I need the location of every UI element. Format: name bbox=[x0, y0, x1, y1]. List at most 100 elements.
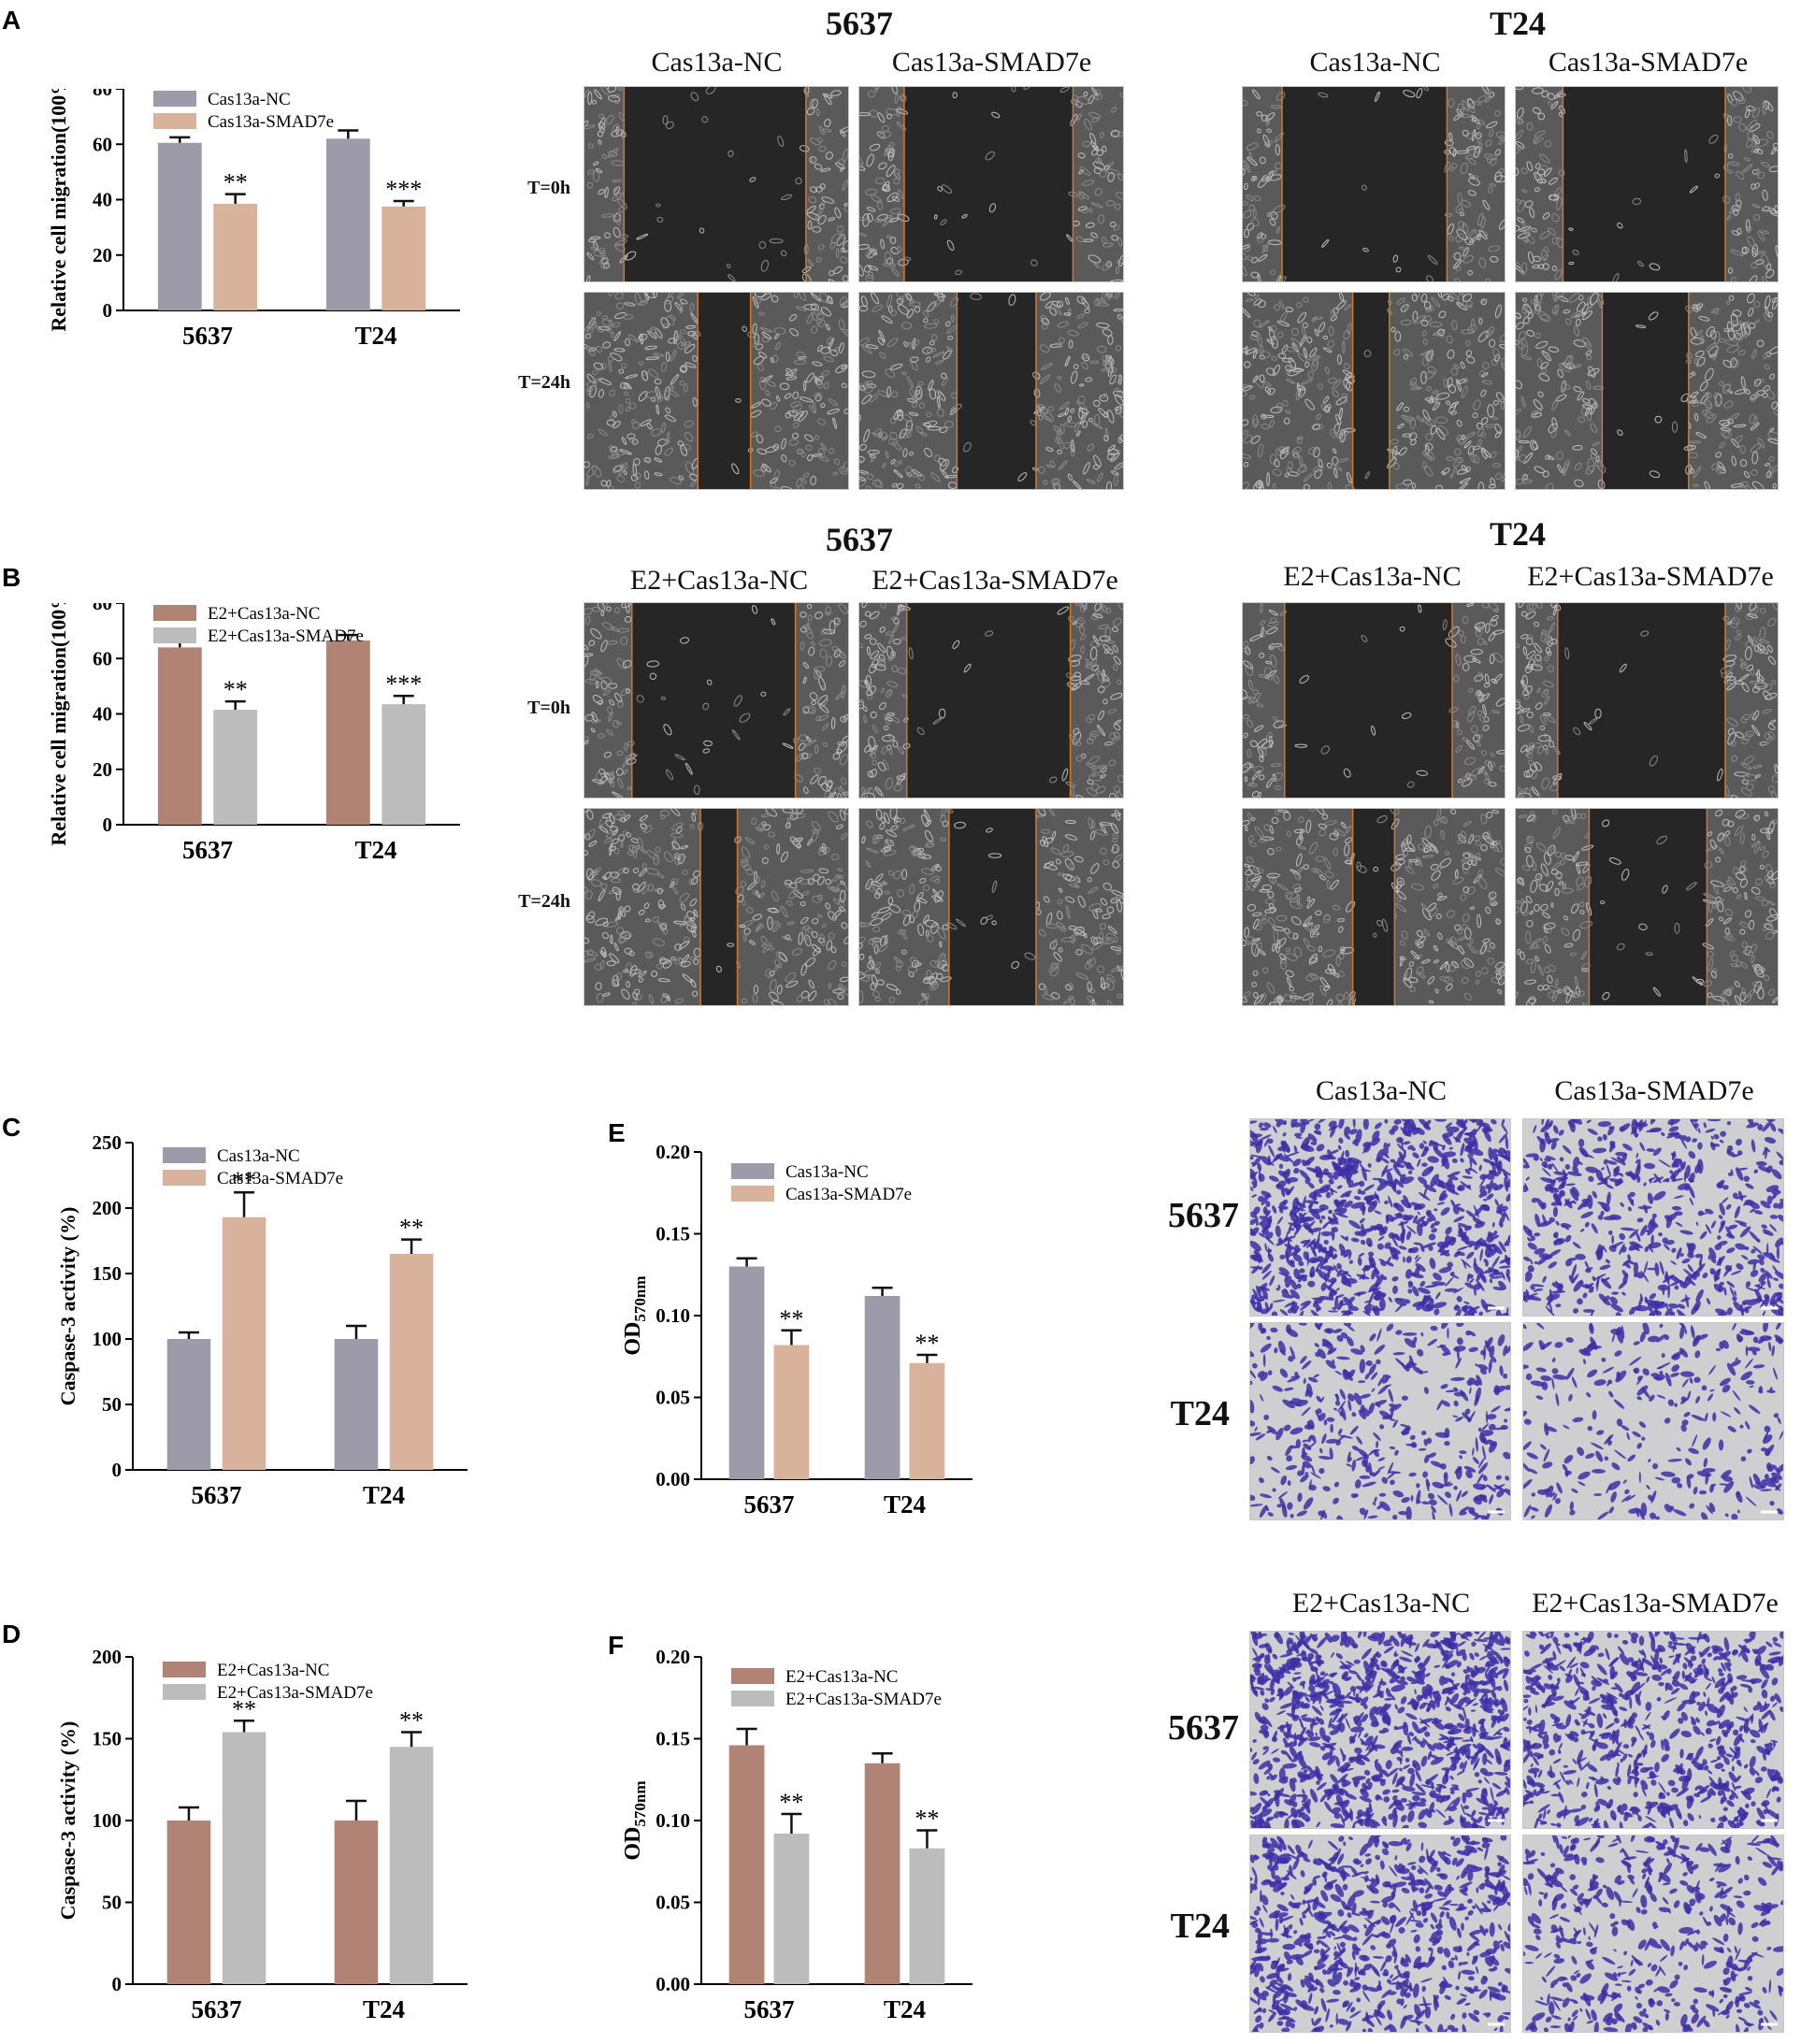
y-axis-label: Caspase-3 activity (%) bbox=[56, 1721, 79, 1921]
cell bbox=[1250, 435, 1261, 444]
cell bbox=[1258, 300, 1266, 309]
cell bbox=[1432, 389, 1439, 395]
scratch-gap bbox=[1282, 87, 1448, 281]
cell bbox=[805, 957, 815, 968]
cell bbox=[692, 355, 698, 362]
cell bbox=[1087, 981, 1092, 992]
stained-cell bbox=[1338, 1119, 1345, 1130]
cell bbox=[1767, 900, 1776, 906]
stained-cell bbox=[1359, 1273, 1366, 1280]
cell bbox=[1461, 200, 1471, 208]
cell bbox=[1076, 616, 1086, 626]
cell bbox=[1070, 113, 1078, 126]
cell bbox=[1258, 791, 1261, 798]
cell bbox=[1467, 98, 1475, 109]
cell bbox=[1523, 693, 1530, 700]
cell bbox=[749, 177, 756, 182]
cell bbox=[1423, 928, 1430, 937]
cell bbox=[1726, 215, 1732, 221]
cell bbox=[1090, 232, 1099, 238]
cell bbox=[1741, 986, 1747, 998]
cell bbox=[1395, 266, 1402, 273]
cell bbox=[1249, 334, 1260, 340]
legend-label: Cas13a-NC bbox=[217, 1146, 300, 1166]
cell bbox=[859, 166, 866, 171]
cell bbox=[1094, 413, 1101, 426]
cell bbox=[1501, 357, 1505, 370]
cell bbox=[1269, 420, 1275, 428]
cell bbox=[1423, 301, 1432, 310]
stained-cell bbox=[1434, 1220, 1440, 1226]
cell bbox=[1053, 478, 1060, 486]
cell bbox=[1483, 640, 1488, 645]
cell bbox=[1445, 961, 1450, 972]
cell bbox=[1517, 877, 1524, 885]
cell bbox=[1485, 139, 1492, 147]
cell bbox=[1110, 692, 1123, 700]
cell bbox=[1757, 986, 1765, 1000]
cell bbox=[1458, 945, 1465, 955]
stained-cell bbox=[1376, 1180, 1389, 1191]
cell bbox=[618, 463, 625, 476]
stained-cell bbox=[1438, 1266, 1452, 1274]
stained-cell bbox=[1261, 1192, 1271, 1206]
cell bbox=[926, 934, 934, 943]
cell bbox=[1444, 851, 1450, 856]
cell bbox=[1692, 396, 1697, 403]
cell bbox=[1477, 869, 1483, 878]
significance-label: ** bbox=[915, 1330, 939, 1357]
stained-cell bbox=[1307, 1208, 1318, 1213]
stained-cell bbox=[1277, 1237, 1283, 1244]
cell bbox=[1333, 830, 1339, 837]
cell bbox=[670, 822, 684, 831]
cell bbox=[889, 141, 895, 147]
cell bbox=[1008, 294, 1016, 307]
stained-cell bbox=[1322, 1265, 1335, 1272]
cell bbox=[788, 439, 800, 446]
cell bbox=[937, 927, 946, 940]
cell bbox=[1733, 116, 1742, 123]
stained-cell bbox=[1490, 1275, 1504, 1279]
cell bbox=[809, 155, 817, 164]
cell bbox=[624, 615, 632, 623]
y-tick-label: 150 bbox=[93, 1728, 122, 1750]
cell bbox=[1437, 328, 1445, 337]
cell bbox=[1518, 603, 1524, 609]
cell bbox=[867, 693, 873, 700]
cell bbox=[841, 922, 848, 929]
cell bbox=[877, 390, 890, 397]
cell bbox=[1477, 710, 1483, 716]
stained-cell bbox=[1482, 1159, 1491, 1163]
cell bbox=[755, 876, 761, 885]
stained-cell bbox=[1272, 1205, 1277, 1214]
cell bbox=[642, 862, 647, 871]
cell bbox=[1085, 222, 1095, 228]
cell bbox=[1722, 1000, 1729, 1005]
stained-cell bbox=[1500, 1313, 1509, 1316]
cell bbox=[892, 639, 901, 645]
cell bbox=[1266, 872, 1280, 879]
stained-cell bbox=[1343, 1249, 1352, 1257]
stained-cell bbox=[1385, 1215, 1390, 1224]
cell bbox=[1468, 687, 1474, 693]
cell bbox=[945, 346, 954, 353]
cell bbox=[876, 834, 884, 839]
cell bbox=[673, 920, 687, 925]
cell bbox=[891, 665, 899, 673]
cell bbox=[1068, 983, 1074, 990]
cell bbox=[1092, 612, 1103, 619]
cell bbox=[1707, 900, 1714, 914]
cell bbox=[1542, 253, 1549, 261]
cell bbox=[891, 391, 899, 398]
cell bbox=[598, 126, 605, 134]
cell bbox=[875, 968, 880, 974]
x-tick-label: T24 bbox=[363, 1995, 405, 2023]
cell bbox=[834, 207, 842, 219]
cell bbox=[1550, 101, 1559, 109]
stained-cell bbox=[1312, 1247, 1317, 1257]
cell bbox=[1454, 924, 1462, 931]
cell bbox=[823, 355, 834, 363]
cell bbox=[819, 933, 826, 946]
cell bbox=[1047, 406, 1054, 411]
stained-cell bbox=[1388, 1297, 1392, 1303]
